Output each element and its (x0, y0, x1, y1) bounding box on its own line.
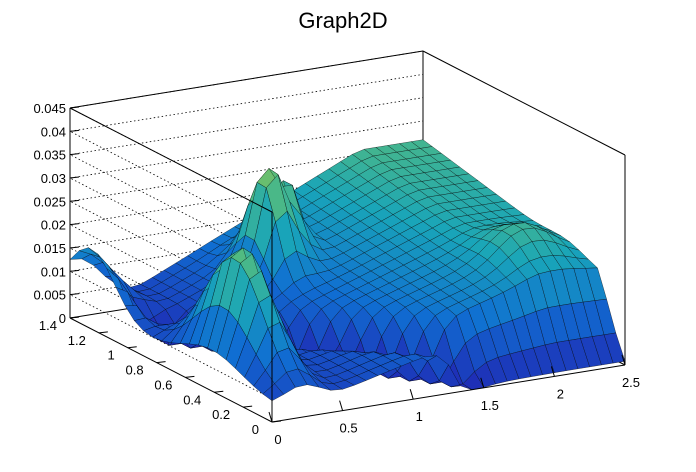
z-tick (69, 223, 80, 226)
y-tick-label: 0 (252, 422, 259, 437)
x-tick (550, 366, 555, 377)
y-tick (127, 346, 137, 349)
z-tick (69, 153, 80, 156)
z-tick (69, 106, 80, 109)
x-tick (268, 411, 273, 423)
y-tick-label: 1.2 (68, 333, 86, 348)
x-tick (409, 389, 414, 400)
y-tick-label: 0.4 (183, 392, 201, 407)
z-tick (69, 293, 80, 296)
x-tick-label: 2.5 (622, 375, 640, 390)
y-tick-label: 1 (107, 348, 114, 363)
x-tick-label: 2 (557, 386, 564, 401)
right-top-edge (422, 50, 626, 156)
y-tick-label: 1.4 (39, 318, 57, 333)
z-tick-label: 0.015 (33, 241, 66, 256)
z-tick-label: 0.02 (41, 218, 66, 233)
y-tick-label: 0.6 (154, 377, 172, 392)
z-tick (69, 129, 80, 132)
z-tick-label: 0.035 (33, 148, 66, 163)
x-tick (339, 400, 344, 411)
y-tick (271, 420, 282, 423)
z-tick-label: 0.04 (41, 124, 66, 139)
z-tick (69, 176, 80, 179)
chart-title: Graph2D (298, 8, 387, 33)
y-tick (69, 316, 80, 319)
y-tick-label: 0.2 (212, 407, 230, 422)
x-tick-label: 0.5 (340, 421, 358, 436)
z-tick-label: 0.025 (33, 194, 66, 209)
y-axis: 0 0.2 0.4 0.6 0.8 1 1.2 1.4 (39, 316, 282, 437)
z-tick (69, 199, 80, 202)
z-tick-label: 0 (59, 311, 66, 326)
y-tick (214, 390, 224, 393)
y-axis-line (69, 317, 273, 423)
x-tick (621, 354, 626, 366)
z-tick-label: 0.03 (41, 171, 66, 186)
y-tick (185, 375, 195, 378)
z-tick-label: 0.045 (33, 101, 66, 116)
axes-front-box (69, 107, 626, 423)
surface-mesh (69, 139, 626, 402)
x-axis: 0 0.5 1 1.5 2 2.5 (268, 354, 640, 447)
y-tick (243, 405, 253, 408)
x-tick (480, 377, 485, 388)
z-axis: 0 0.005 0.01 0.015 0.02 0.025 0.03 0.035 0.04 0.0… (33, 101, 80, 326)
y-tick-label: 0.8 (125, 363, 143, 378)
left-top-edge (69, 107, 273, 213)
y-tick (98, 331, 108, 334)
y-tick (156, 361, 166, 364)
z-tick (69, 269, 80, 272)
z-tick-label: 0.01 (41, 264, 66, 279)
x-axis-line (271, 364, 626, 423)
surface-cell (603, 332, 626, 364)
x-tick-label: 1.5 (481, 398, 499, 413)
z-tick (69, 246, 80, 249)
z-tick-label: 0.005 (33, 288, 66, 303)
x-tick-label: 0 (274, 432, 281, 447)
x-tick-label: 1 (416, 409, 423, 424)
